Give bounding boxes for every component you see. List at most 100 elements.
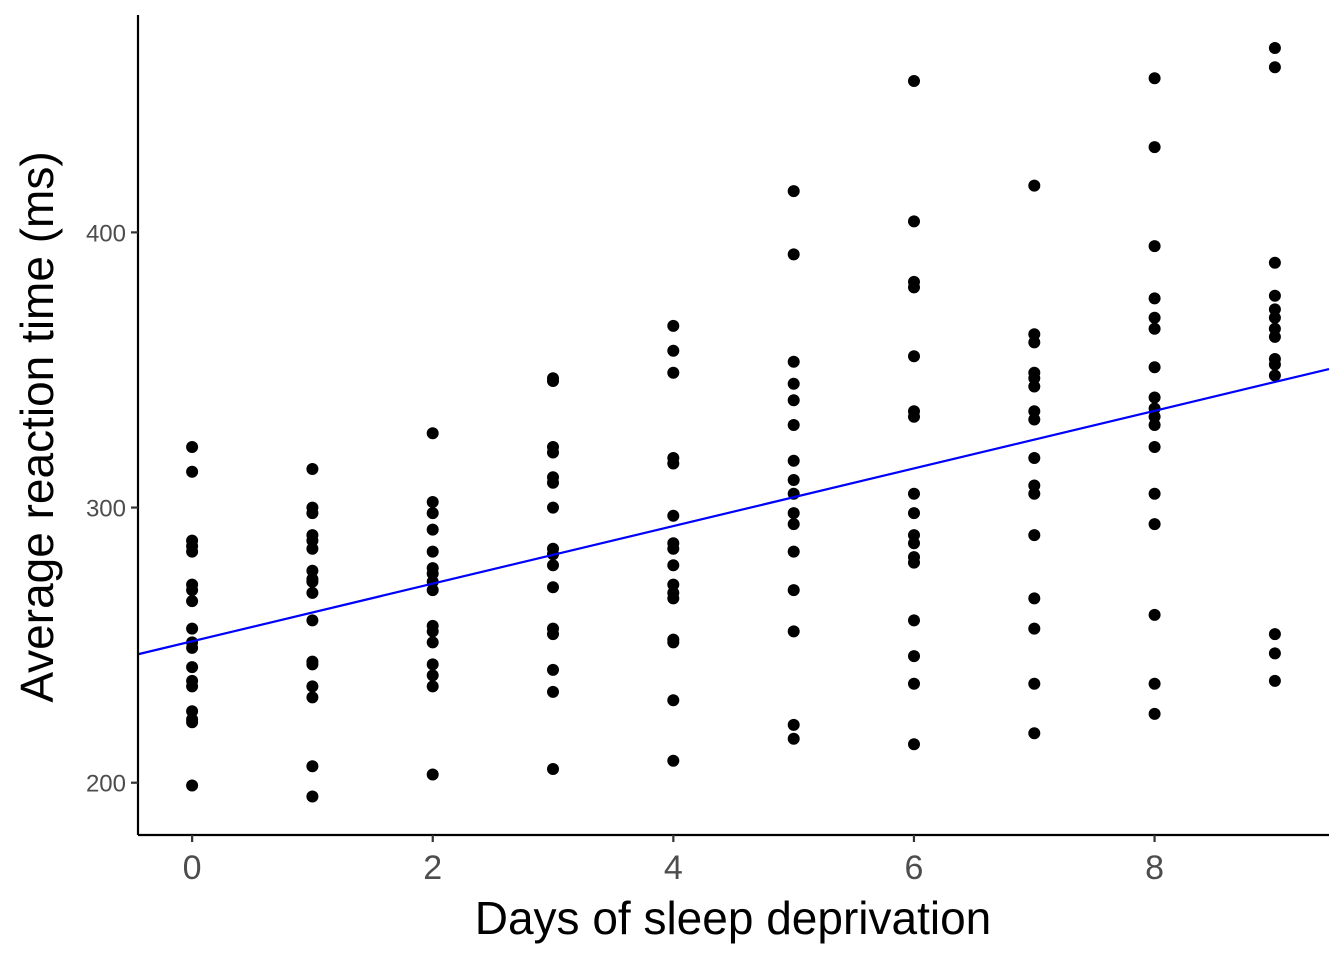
data-point: [1148, 322, 1161, 335]
data-point: [1028, 487, 1041, 500]
data-point: [908, 350, 920, 363]
data-point: [667, 319, 680, 332]
data-point: [908, 215, 920, 228]
x-axis-title: Days of sleep deprivation: [475, 892, 992, 944]
data-point: [1028, 179, 1041, 192]
data-point: [667, 636, 680, 649]
data-point: [1268, 674, 1281, 687]
data-point: [1268, 369, 1281, 382]
data-point: [306, 463, 319, 475]
data-point: [908, 738, 920, 751]
data-point: [787, 584, 800, 597]
data-point: [667, 344, 680, 357]
data-point: [1268, 61, 1281, 74]
data-point: [306, 790, 319, 803]
data-point: [186, 465, 199, 478]
data-point: [306, 542, 319, 555]
data-point: [787, 545, 800, 558]
data-point: [547, 375, 559, 387]
data-point: [1148, 391, 1161, 404]
x-tick-label: 2: [423, 849, 442, 887]
data-point: [1268, 289, 1281, 302]
data-point: [1028, 372, 1041, 385]
data-point: [306, 586, 319, 599]
data-point: [426, 625, 439, 638]
data-point: [1148, 240, 1161, 253]
data-point: [908, 281, 920, 294]
data-point: [1148, 487, 1161, 500]
data-point: [667, 509, 680, 522]
data-point: [547, 663, 559, 676]
data-point: [547, 476, 559, 489]
data-point: [787, 518, 800, 531]
data-point: [426, 496, 439, 508]
data-point: [787, 377, 800, 390]
data-point: [1148, 141, 1161, 154]
fit-line-layer: [137, 367, 1330, 656]
x-tick-label: 4: [664, 849, 683, 887]
data-point: [426, 567, 439, 580]
data-point: [186, 680, 199, 693]
data-point: [908, 614, 920, 627]
data-point: [1028, 452, 1041, 464]
data-point: [306, 575, 319, 588]
data-point: [1268, 303, 1281, 316]
data-point: [186, 441, 199, 453]
data-point: [1268, 42, 1281, 54]
data-point: [426, 584, 439, 597]
axes-layer: 0 2 4 6 8 200 300 400: [86, 15, 1329, 887]
data-point: [1028, 529, 1041, 542]
data-point: [306, 614, 319, 627]
data-point: [186, 545, 199, 558]
data-point: [547, 559, 559, 572]
data-point: [908, 650, 920, 663]
data-point: [908, 410, 920, 423]
data-point: [908, 677, 920, 690]
data-point: [547, 763, 559, 775]
x-tick-label: 8: [1145, 849, 1164, 887]
data-point: [1148, 608, 1161, 621]
data-point: [186, 661, 199, 674]
data-point: [908, 507, 920, 520]
data-point: [908, 529, 920, 542]
data-point: [426, 658, 439, 671]
data-point: [787, 355, 800, 368]
data-point: [1268, 311, 1281, 324]
data-point: [787, 248, 800, 261]
data-point: [547, 628, 559, 641]
data-point: [667, 457, 680, 470]
data-point: [787, 507, 800, 520]
data-point: [306, 760, 319, 773]
data-point: [1268, 628, 1281, 641]
data-point: [1268, 330, 1281, 343]
data-point: [667, 754, 680, 767]
data-point: [186, 705, 199, 718]
data-point: [1028, 413, 1041, 426]
data-point: [787, 732, 800, 745]
x-tick-label: 0: [183, 849, 202, 887]
data-point: [908, 75, 920, 87]
data-point: [186, 641, 199, 654]
data-point: [1028, 380, 1041, 393]
data-point: [787, 625, 800, 638]
data-point: [667, 578, 680, 591]
data-point: [426, 523, 439, 536]
data-point: [667, 559, 680, 572]
data-point: [1148, 677, 1161, 690]
data-point: [186, 595, 199, 608]
data-point: [908, 487, 920, 500]
data-point: [1268, 647, 1281, 660]
data-point: [186, 779, 199, 792]
data-point: [667, 542, 680, 555]
data-point: [426, 669, 439, 682]
data-point: [306, 534, 319, 547]
y-tick-label: 300: [86, 496, 126, 523]
data-point: [426, 507, 439, 520]
data-point: [547, 501, 559, 514]
data-point: [1028, 592, 1041, 605]
data-point: [306, 658, 319, 671]
data-point: [1268, 256, 1281, 269]
data-point: [1148, 311, 1161, 324]
data-point: [426, 427, 439, 440]
